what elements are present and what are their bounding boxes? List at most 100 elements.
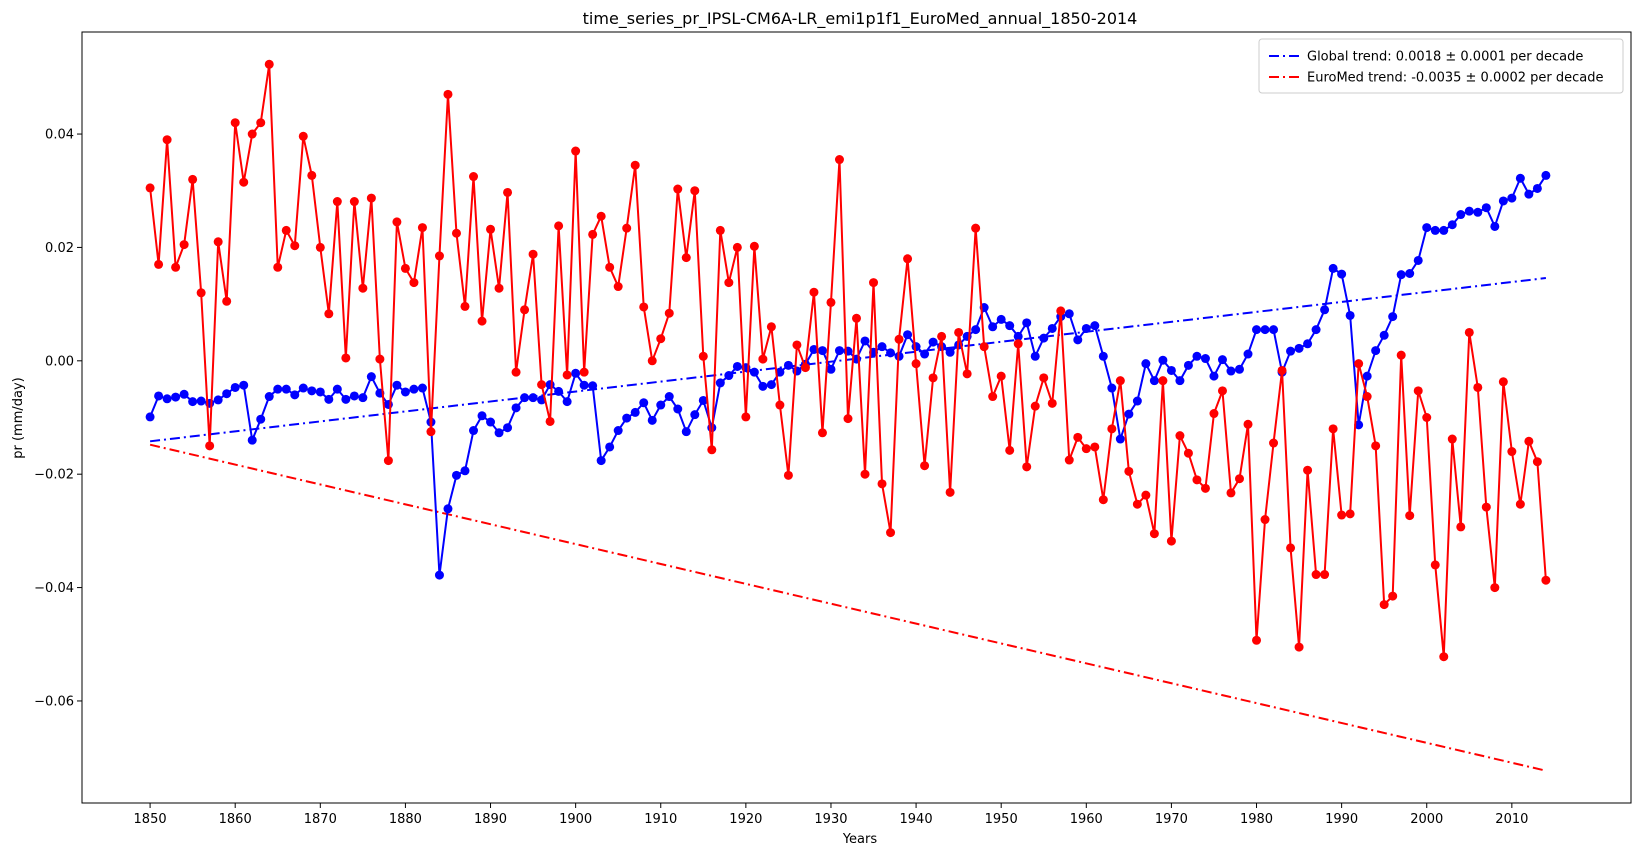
data-point xyxy=(1243,419,1253,429)
data-point xyxy=(1456,210,1466,220)
data-point xyxy=(264,59,274,69)
data-point xyxy=(1422,223,1432,233)
x-tick-label: 1940 xyxy=(900,812,933,827)
data-point xyxy=(971,223,981,233)
data-point xyxy=(273,262,283,272)
data-point xyxy=(1132,396,1142,406)
data-point xyxy=(843,414,853,424)
data-point xyxy=(996,314,1006,324)
data-point xyxy=(1030,351,1040,361)
data-point xyxy=(903,254,913,264)
data-point xyxy=(664,392,674,402)
data-point xyxy=(1124,409,1134,419)
data-point xyxy=(256,118,266,128)
data-point xyxy=(1158,376,1168,386)
data-point xyxy=(1481,502,1491,512)
data-point xyxy=(1226,488,1236,498)
data-point xyxy=(1217,355,1227,365)
trend-line-3 xyxy=(149,443,1547,772)
data-point xyxy=(1175,431,1185,441)
x-tick-label: 1870 xyxy=(304,812,337,827)
y-tick-label: 0.00 xyxy=(45,354,74,369)
data-point xyxy=(834,346,844,356)
data-point xyxy=(1311,570,1321,580)
data-point xyxy=(826,364,836,374)
data-point xyxy=(792,340,802,350)
data-point xyxy=(503,423,513,433)
x-tick-label: 2000 xyxy=(1410,812,1443,827)
data-point xyxy=(971,325,981,335)
data-point xyxy=(1183,448,1193,458)
data-point xyxy=(1269,325,1279,335)
data-point xyxy=(571,368,581,378)
data-point xyxy=(673,184,683,194)
data-point xyxy=(809,344,819,354)
data-point xyxy=(605,442,615,452)
data-point xyxy=(732,242,742,252)
legend-entry: Global trend: 0.0018 ± 0.0001 per decade xyxy=(1307,50,1583,65)
data-point xyxy=(145,183,155,193)
data-point xyxy=(1013,339,1023,349)
data-point xyxy=(1439,652,1449,662)
data-point xyxy=(1303,339,1313,349)
data-point xyxy=(1107,383,1117,393)
data-point xyxy=(681,427,691,437)
data-point xyxy=(460,301,470,311)
data-point xyxy=(1115,376,1125,386)
data-point xyxy=(1405,269,1415,278)
data-point xyxy=(307,170,317,180)
data-point xyxy=(817,428,827,438)
data-point xyxy=(451,470,461,480)
data-point xyxy=(469,172,479,182)
data-point xyxy=(979,342,989,352)
data-point xyxy=(503,187,513,197)
data-point xyxy=(1183,360,1193,370)
data-point xyxy=(715,225,725,235)
data-point xyxy=(1039,373,1049,383)
data-point xyxy=(647,356,657,366)
x-tick-label: 1950 xyxy=(985,812,1018,827)
data-point xyxy=(409,278,419,288)
data-point xyxy=(1430,560,1440,570)
x-axis-label: Years xyxy=(842,832,878,847)
data-point xyxy=(724,278,734,288)
data-point xyxy=(911,359,921,369)
data-point xyxy=(1047,323,1057,333)
data-point xyxy=(451,228,461,238)
data-point xyxy=(392,380,402,390)
data-point xyxy=(528,393,538,403)
data-point xyxy=(996,371,1006,381)
data-point xyxy=(766,380,776,390)
data-point xyxy=(792,366,802,376)
trend-line-2 xyxy=(149,277,1547,443)
data-point xyxy=(230,118,240,128)
data-point xyxy=(1132,499,1142,509)
data-point xyxy=(307,386,317,396)
data-point xyxy=(1107,424,1117,434)
data-point xyxy=(673,404,683,414)
data-point xyxy=(1013,331,1023,341)
data-point xyxy=(511,367,521,377)
data-point xyxy=(1243,349,1253,359)
data-point xyxy=(545,380,555,390)
data-point xyxy=(920,349,930,359)
data-point xyxy=(928,373,938,383)
x-tick-label: 1970 xyxy=(1155,812,1188,827)
data-point xyxy=(1277,365,1287,375)
legend: Global trend: 0.0018 ± 0.0001 per decade… xyxy=(1258,38,1624,94)
x-tick-label: 1990 xyxy=(1325,812,1358,827)
data-point xyxy=(1456,522,1466,532)
data-point xyxy=(579,380,589,390)
data-point xyxy=(1252,635,1262,645)
data-point xyxy=(1345,509,1355,519)
data-point xyxy=(622,413,632,423)
y-tick-label: −0.04 xyxy=(34,581,74,596)
data-point xyxy=(783,360,793,370)
data-point xyxy=(860,469,870,479)
data-point xyxy=(1200,354,1210,364)
data-point xyxy=(1413,386,1423,396)
data-point xyxy=(741,412,751,422)
data-point xyxy=(315,242,325,252)
